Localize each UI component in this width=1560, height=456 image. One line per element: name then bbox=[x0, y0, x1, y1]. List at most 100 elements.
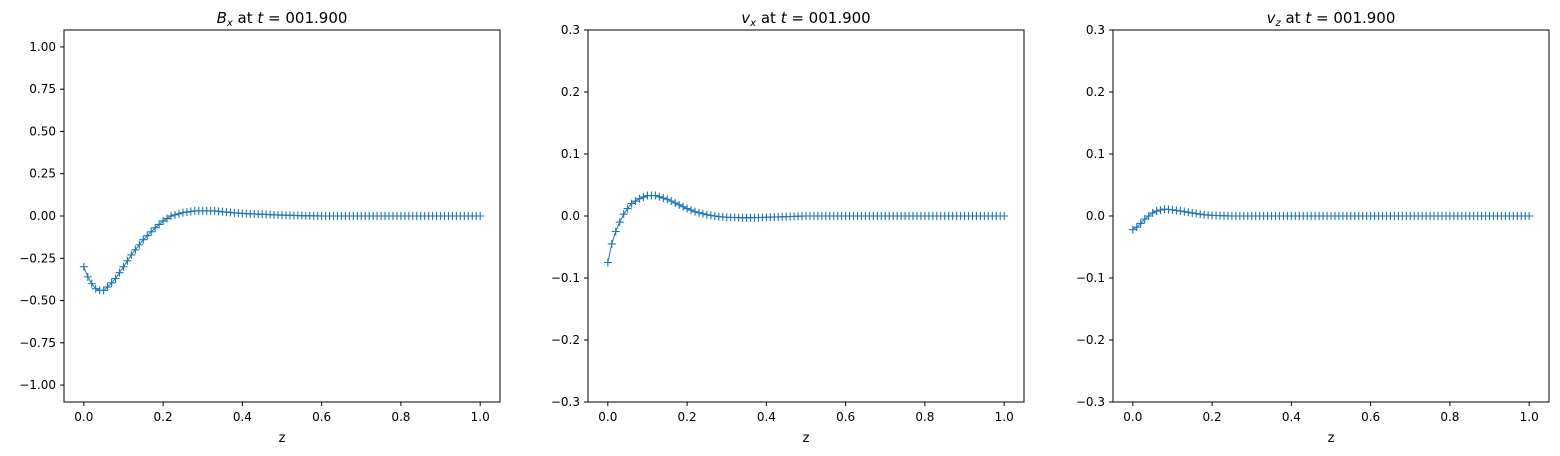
data-point-marker bbox=[1172, 206, 1181, 215]
data-point-marker bbox=[131, 245, 140, 254]
x-tick-label: 0.4 bbox=[233, 410, 252, 424]
data-point-marker bbox=[123, 256, 132, 265]
data-point-marker bbox=[119, 262, 128, 271]
data-point-marker bbox=[135, 240, 144, 249]
x-tick-label: 0.2 bbox=[154, 410, 173, 424]
y-tick-label: 0.2 bbox=[561, 85, 580, 99]
y-tick-label: 0.75 bbox=[29, 82, 56, 96]
data-point-marker bbox=[186, 207, 195, 216]
data-point-marker bbox=[127, 250, 136, 259]
data-point-marker bbox=[710, 212, 719, 220]
data-point-marker bbox=[1180, 207, 1189, 216]
data-point-marker bbox=[1000, 212, 1009, 220]
x-tick-label: 1.0 bbox=[471, 410, 490, 424]
data-point-marker bbox=[151, 223, 160, 232]
data-point-marker bbox=[651, 191, 660, 200]
data-point-marker bbox=[691, 207, 700, 216]
y-tick-label: 0.25 bbox=[29, 167, 56, 181]
x-axis-label: z bbox=[1328, 431, 1335, 446]
x-tick-label: 1.0 bbox=[995, 410, 1014, 424]
y-tick-label: 0.3 bbox=[561, 23, 580, 37]
data-point-marker bbox=[178, 208, 187, 217]
data-point-marker bbox=[611, 227, 620, 236]
x-tick-label: 0.2 bbox=[1203, 410, 1222, 424]
chart-title: Bx at t = 001.900 bbox=[217, 9, 348, 29]
data-point-marker bbox=[675, 200, 684, 209]
x-tick-label: 0.8 bbox=[1440, 410, 1459, 424]
chart-title: vz at t = 001.900 bbox=[1267, 9, 1396, 29]
data-point-marker bbox=[174, 209, 183, 218]
data-point-marker bbox=[1156, 206, 1165, 215]
data-point-marker bbox=[476, 212, 485, 220]
data-point-marker bbox=[99, 286, 108, 295]
data-point-marker bbox=[663, 195, 672, 204]
y-tick-label: 0.1 bbox=[1086, 147, 1105, 161]
data-point-marker bbox=[1132, 223, 1141, 232]
data-point-marker bbox=[1196, 210, 1205, 219]
data-point-marker bbox=[87, 279, 96, 288]
data-point-marker bbox=[79, 262, 88, 271]
data-point-marker bbox=[694, 208, 703, 217]
data-point-marker bbox=[1148, 208, 1157, 217]
data-point-marker bbox=[143, 231, 152, 240]
y-tick-label: −0.2 bbox=[1076, 333, 1105, 347]
subplot-vx: 0.0 0.2 0.4 0.6 0.8 1.0 −0.3 −0.2 −0.1 0.0 0.1 0.2 0… bbox=[551, 9, 1025, 446]
data-point-marker bbox=[1525, 212, 1534, 220]
x-tick-label: 0.0 bbox=[74, 410, 93, 424]
data-point-marker bbox=[111, 274, 120, 283]
data-point-marker bbox=[607, 239, 616, 248]
y-tick-label: 0.00 bbox=[29, 209, 56, 223]
x-tick-label: 0.6 bbox=[1361, 410, 1380, 424]
y-tick-label: −0.3 bbox=[1076, 395, 1105, 409]
data-point-marker bbox=[1188, 208, 1197, 217]
x-tick-label: 0.6 bbox=[836, 410, 855, 424]
data-point-marker bbox=[107, 278, 116, 287]
y-tick-label: 0.0 bbox=[561, 209, 580, 223]
y-tick-label: −0.1 bbox=[1076, 271, 1105, 285]
data-point-marker bbox=[635, 194, 644, 203]
y-tick-label: 0.1 bbox=[561, 147, 580, 161]
x-tick-label: 0.0 bbox=[598, 410, 617, 424]
x-tick-label: 0.8 bbox=[915, 410, 934, 424]
data-point-marker bbox=[103, 283, 112, 292]
y-tick-label: 0.3 bbox=[1086, 23, 1105, 37]
data-point-marker bbox=[671, 198, 680, 207]
data-point-marker bbox=[687, 206, 696, 215]
y-tick-label: −0.50 bbox=[19, 294, 56, 308]
data-point-marker bbox=[83, 272, 92, 281]
y-tick-label: −0.25 bbox=[19, 251, 56, 265]
series-line bbox=[83, 210, 481, 291]
y-tick-label: −0.75 bbox=[19, 336, 56, 350]
data-point-marker bbox=[706, 211, 715, 220]
y-tick-label: −0.2 bbox=[551, 333, 580, 347]
y-tick-label: −0.3 bbox=[551, 395, 580, 409]
data-point-marker bbox=[698, 209, 707, 218]
data-point-marker bbox=[679, 202, 688, 211]
data-point-marker bbox=[139, 235, 148, 244]
x-axis-label: z bbox=[279, 431, 286, 446]
data-point-marker bbox=[1152, 207, 1161, 216]
data-point-marker bbox=[1184, 208, 1193, 217]
x-tick-label: 0.6 bbox=[312, 410, 331, 424]
series-line bbox=[607, 195, 1005, 263]
data-point-marker bbox=[615, 218, 624, 227]
data-point-marker bbox=[91, 284, 100, 293]
y-tick-label: 0.2 bbox=[1086, 85, 1105, 99]
data-point-marker bbox=[155, 220, 164, 229]
y-tick-label: −0.1 bbox=[551, 271, 580, 285]
data-point-marker bbox=[1168, 205, 1177, 214]
y-tick-label: 0.50 bbox=[29, 124, 56, 138]
data-point-marker bbox=[1136, 219, 1145, 228]
data-point-marker bbox=[1176, 207, 1185, 216]
y-tick-label: −1.00 bbox=[19, 378, 56, 392]
data-point-marker bbox=[147, 227, 156, 236]
data-point-marker bbox=[115, 268, 124, 277]
data-point-marker bbox=[182, 208, 191, 217]
data-point-marker bbox=[619, 210, 628, 219]
data-point-marker bbox=[1192, 209, 1201, 218]
chart-title: vx at t = 001.900 bbox=[741, 9, 870, 29]
data-point-marker bbox=[167, 212, 176, 220]
x-tick-label: 0.4 bbox=[1282, 410, 1301, 424]
x-tick-label: 1.0 bbox=[1520, 410, 1539, 424]
